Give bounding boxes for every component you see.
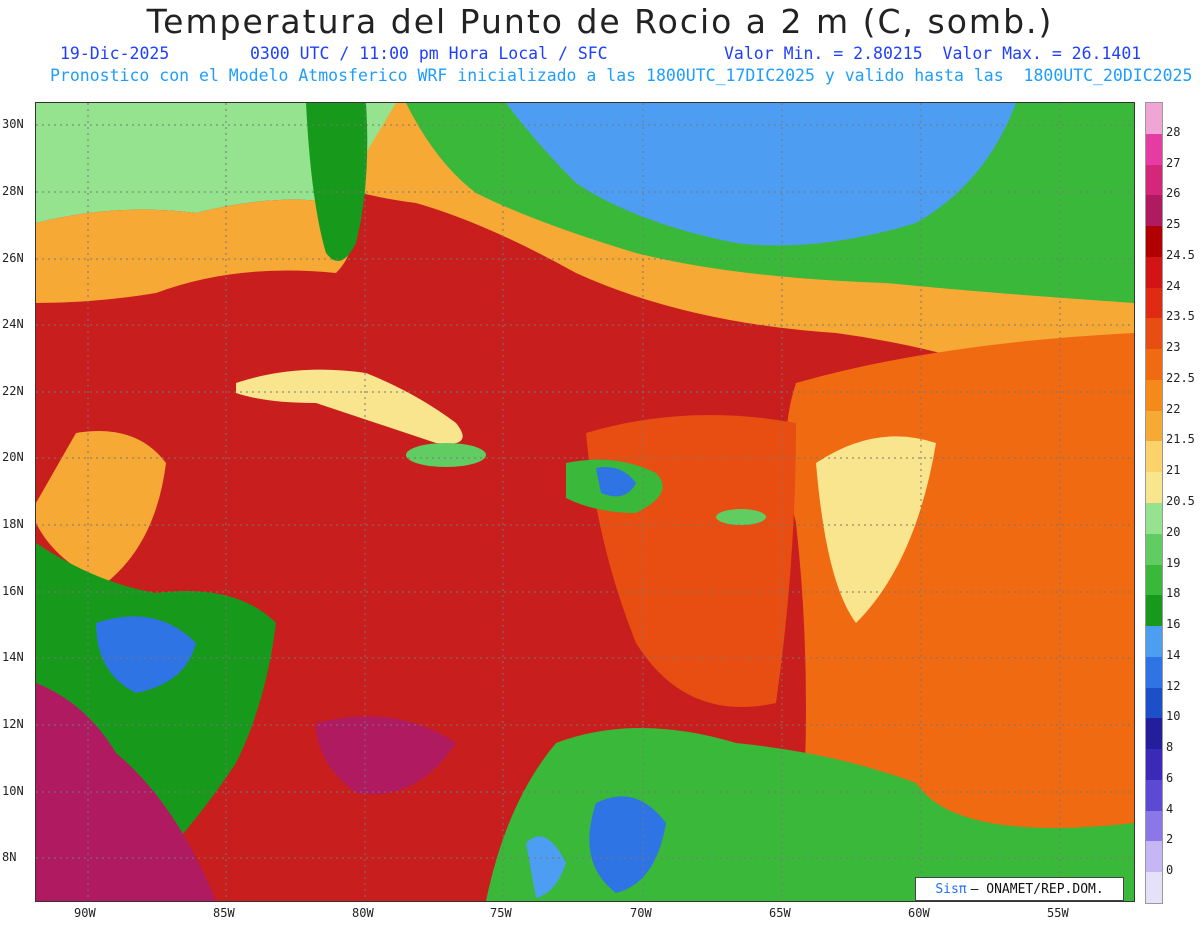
florida-land [306,103,368,261]
colorbar-cell [1146,103,1162,135]
colorbar-tick-label: 23 [1166,340,1181,355]
colorbar-cell [1146,533,1162,566]
colorbar-tick-label: 2 [1166,832,1174,847]
lon-label: 90W [74,906,96,920]
lon-label: 80W [352,906,374,920]
colorbar-tick-label: 24.5 [1166,247,1195,262]
caribbean-magenta-patch [316,716,456,795]
gulf-orange-region [36,199,351,303]
colorbar-tick-label: 27 [1166,155,1181,170]
lat-label: 14N [2,650,24,664]
jamaica-land [406,443,486,467]
colorbar-cell [1146,379,1162,412]
model-description: Pronostico con el Modelo Atmosferico WRF… [50,66,1193,85]
min-max-values: Valor Min. = 2.80215 Valor Max. = 26.140… [724,44,1142,63]
forecast-date: 19-Dic-2025 [60,44,170,63]
map-panel [35,102,1135,902]
colorbar-tick-label: 0 [1166,863,1174,878]
colorbar-tick-label: 23.5 [1166,309,1195,324]
lon-label: 55W [1047,906,1069,920]
map-gridlines [36,103,1134,901]
colorbar-cell [1146,226,1162,258]
colorbar-tick-label: 21 [1166,463,1181,478]
colorbar-cell [1146,872,1162,904]
colorbar-cell [1146,687,1162,719]
lat-label: 28N [2,184,24,198]
hispaniola-mountains [596,467,636,497]
colorbar-cell [1146,164,1162,196]
colorbar-tick-label: 26 [1166,186,1181,201]
lat-label: 20N [2,450,24,464]
colorbar-tick-label: 18 [1166,586,1181,601]
colorbar-cell [1146,503,1162,535]
north-blue-region [506,103,1016,246]
lat-label: 12N [2,717,24,731]
colorbar-tick-label: 6 [1166,770,1174,785]
colorbar-tick-label: 4 [1166,801,1174,816]
colorbar-tick-label: 22 [1166,401,1181,416]
lat-label: 8N [2,850,17,864]
onamet-logo: Sisπ – ONAMET/REP.DOM. [915,877,1124,901]
colorbar-cell [1146,195,1162,227]
colorbar-tick-label: 16 [1166,617,1181,632]
andes-blue-region [589,796,666,893]
colorbar-cell [1146,472,1162,504]
colorbar-cell [1146,410,1162,442]
colorbar-cell [1146,349,1162,381]
colorbar-cell [1146,318,1162,350]
map-field [36,103,1134,901]
colorbar-cell [1146,133,1162,166]
logo-text: – ONAMET/REP.DOM. [970,881,1104,897]
colorbar-cell [1146,749,1162,781]
atlantic-yellow-patch [816,436,936,623]
yucatan-land [36,431,166,583]
sispi-brand: Sisπ [935,881,967,897]
colorbar-cell [1146,841,1162,873]
colorbar-cell [1146,595,1162,627]
gulf-green-region [36,103,396,223]
cuba-land [236,369,463,444]
colorbar-tick-label: 20.5 [1166,494,1195,508]
puerto-rico-land [716,509,766,525]
lat-label: 16N [2,584,24,598]
lon-label: 85W [213,906,235,920]
colorbar-tick-label: 21.5 [1166,432,1195,447]
lat-label: 10N [2,784,24,798]
colorbar-tick-label: 20 [1166,524,1181,539]
colorbar-tick-label: 12 [1166,678,1181,693]
lat-label: 30N [2,117,24,131]
colorbar-tick-label: 25 [1166,217,1181,232]
colorbar-tick-label: 8 [1166,740,1174,755]
colorbar-tick-label: 22.5 [1166,370,1195,385]
colorbar-cell [1146,718,1162,750]
lon-label: 70W [630,906,652,920]
colorbar [1145,102,1163,904]
colorbar-cell [1146,656,1162,689]
lat-label: 22N [2,384,24,398]
colorbar-tick-label: 10 [1166,709,1181,724]
colorbar-tick-label: 19 [1166,555,1181,570]
colorbar-cell [1146,287,1162,319]
lon-label: 75W [490,906,512,920]
lat-label: 24N [2,317,24,331]
colorbar-tick-label: 28 [1166,124,1181,139]
colorbar-cell [1146,810,1162,842]
colombia-blue-region [526,836,566,898]
colorbar-cell [1146,564,1162,596]
colorbar-cell [1146,256,1162,289]
colorbar-cell [1146,441,1162,473]
map-title: Temperatura del Punto de Rocio a 2 m (C,… [146,2,1054,41]
colorbar-tick-label: 24 [1166,278,1181,293]
forecast-time: 0300 UTC / 11:00 pm Hora Local / SFC [250,44,608,63]
lat-label: 18N [2,517,24,531]
colorbar-cell [1146,626,1162,658]
honduras-highlands [96,616,196,693]
lat-label: 26N [2,251,24,265]
lon-label: 60W [908,906,930,920]
colorbar-cell [1146,779,1162,812]
lon-label: 65W [769,906,791,920]
colorbar-tick-label: 14 [1166,647,1181,662]
